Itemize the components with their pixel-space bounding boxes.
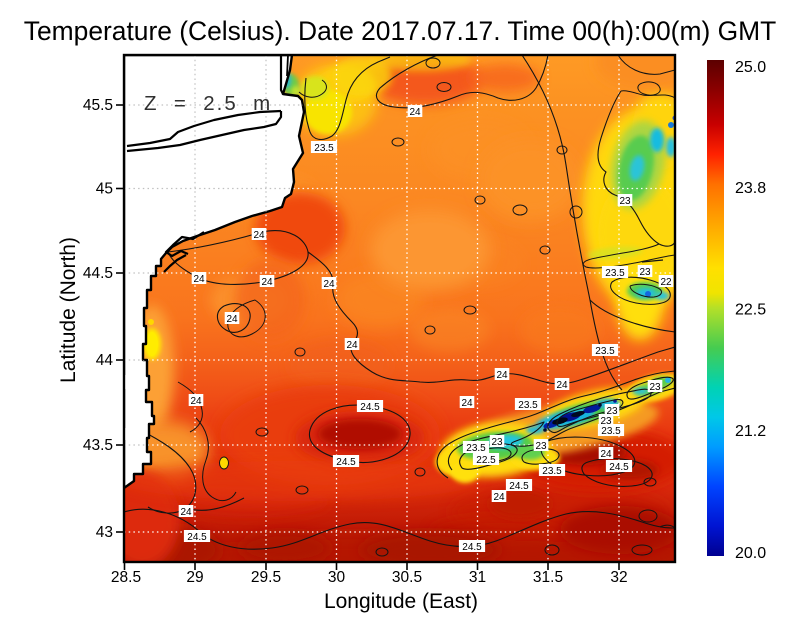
svg-text:24.5: 24.5 (609, 462, 629, 473)
svg-text:24: 24 (226, 314, 238, 325)
svg-text:23: 23 (639, 267, 651, 278)
svg-text:23: 23 (600, 416, 612, 427)
svg-text:23: 23 (491, 437, 503, 448)
svg-text:43: 43 (96, 524, 113, 541)
svg-text:24: 24 (346, 340, 358, 351)
svg-text:45: 45 (96, 181, 113, 198)
svg-text:22.5: 22.5 (735, 302, 766, 319)
svg-text:23: 23 (535, 441, 547, 452)
svg-text:24: 24 (461, 398, 473, 409)
svg-text:29.5: 29.5 (251, 569, 281, 586)
svg-text:43.5: 43.5 (83, 437, 113, 454)
svg-text:31: 31 (469, 569, 486, 586)
svg-text:31.5: 31.5 (533, 569, 563, 586)
svg-text:Longitude (East): Longitude (East) (324, 590, 478, 613)
svg-text:44: 44 (96, 352, 114, 369)
svg-text:24: 24 (261, 277, 273, 288)
svg-text:23.5: 23.5 (595, 346, 615, 357)
svg-text:24: 24 (493, 492, 505, 503)
svg-text:21.2: 21.2 (735, 423, 766, 440)
svg-text:25.0: 25.0 (735, 59, 766, 76)
svg-text:24.5: 24.5 (509, 481, 529, 492)
svg-text:23: 23 (619, 196, 631, 207)
svg-text:23.5: 23.5 (314, 143, 334, 154)
svg-text:45.5: 45.5 (83, 97, 113, 114)
svg-text:24: 24 (180, 507, 192, 518)
svg-text:23.5: 23.5 (518, 400, 538, 411)
svg-text:24: 24 (193, 274, 205, 285)
svg-text:24.5: 24.5 (360, 402, 380, 413)
svg-text:24: 24 (409, 107, 421, 118)
svg-text:22: 22 (660, 277, 672, 288)
svg-text:24: 24 (253, 230, 265, 241)
svg-text:20.0: 20.0 (735, 545, 766, 562)
svg-text:22.5: 22.5 (476, 455, 496, 466)
svg-text:23.5: 23.5 (605, 268, 625, 279)
svg-text:Latitude (North): Latitude (North) (57, 237, 80, 383)
svg-text:24.5: 24.5 (462, 542, 482, 553)
svg-text:28.5: 28.5 (111, 569, 141, 586)
svg-text:24: 24 (556, 380, 568, 391)
svg-text:23: 23 (649, 382, 661, 393)
svg-text:32: 32 (610, 569, 627, 586)
svg-text:24.5: 24.5 (187, 532, 207, 543)
svg-text:29: 29 (186, 569, 203, 586)
svg-text:44.5: 44.5 (83, 265, 113, 282)
svg-text:Z = 2.5 m: Z = 2.5 m (144, 92, 272, 115)
svg-text:23: 23 (606, 406, 618, 417)
svg-text:24: 24 (496, 370, 508, 381)
svg-text:23.5: 23.5 (466, 443, 486, 454)
svg-text:Temperature (Celsius). Date 20: Temperature (Celsius). Date 2017.07.17. … (24, 16, 776, 46)
svg-text:24: 24 (323, 279, 335, 290)
svg-text:24: 24 (190, 396, 202, 407)
svg-text:23.5: 23.5 (601, 426, 621, 437)
svg-text:30.5: 30.5 (392, 569, 422, 586)
svg-text:30: 30 (328, 569, 346, 586)
svg-text:23.8: 23.8 (735, 180, 766, 197)
svg-text:23.5: 23.5 (542, 466, 562, 477)
svg-text:24.5: 24.5 (336, 457, 356, 468)
svg-text:24: 24 (600, 449, 612, 460)
